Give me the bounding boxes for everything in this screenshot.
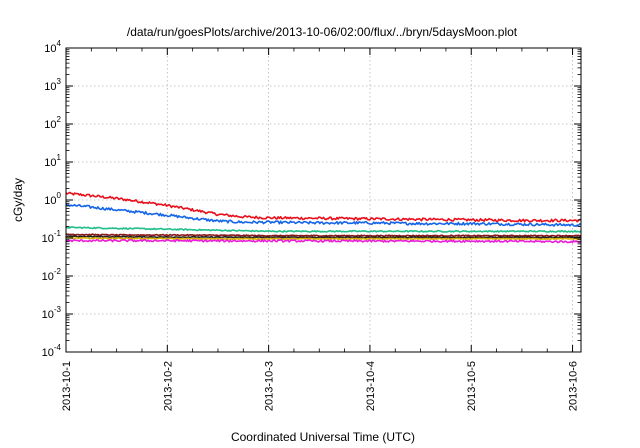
y-tick-label: 101 (44, 153, 61, 169)
y-tick-base: 10 (42, 271, 54, 283)
y-tick-label: 103 (44, 77, 61, 93)
x-axis-label: Coordinated Universal Time (UTC) (231, 430, 415, 444)
y-tick-base: 10 (42, 309, 54, 321)
series-line-4 (65, 233, 582, 237)
series-line-7 (65, 239, 582, 244)
series-line-2 (65, 203, 582, 227)
ticks (65, 47, 581, 353)
y-tick-exponent: 2 (57, 115, 62, 124)
y-tick-base: 10 (42, 233, 54, 245)
y-tick-base: 10 (44, 43, 56, 55)
x-tick-label: 2013-10-2 (162, 361, 174, 411)
x-tick-labels: 2013-10-1 2013-10-2 2013-10-3 2013-10-4 2013… (61, 361, 580, 411)
y-tick-exponent: -3 (54, 305, 62, 314)
x-tick-label: 2013-10-3 (264, 361, 276, 411)
x-tick-label: 2013-10-1 (61, 361, 73, 411)
series-line-1 (65, 191, 582, 223)
x-tick-label: 2013-10-6 (568, 361, 580, 411)
y-tick-label: 10-3 (42, 305, 62, 321)
x-tick-label: 2013-10-5 (466, 361, 478, 411)
y-tick-exponent: -1 (54, 229, 62, 238)
y-tick-exponent: 0 (57, 191, 62, 200)
y-tick-exponent: -4 (54, 343, 62, 352)
y-tick-label: 100 (44, 191, 61, 207)
y-tick-exponent: 1 (57, 153, 62, 162)
series-layer (65, 191, 582, 244)
series-line-5 (65, 235, 582, 239)
y-tick-exponent: -2 (54, 267, 62, 276)
y-axis-label: cGy/day (11, 178, 25, 222)
y-tick-label: 10-2 (42, 267, 62, 283)
y-tick-label: 10-4 (42, 343, 62, 359)
y-tick-label: 102 (44, 115, 61, 131)
y-tick-exponent: 4 (57, 39, 62, 48)
y-tick-label: 104 (44, 39, 61, 55)
y-tick-base: 10 (44, 157, 56, 169)
y-tick-label: 10-1 (42, 229, 62, 245)
y-tick-base: 10 (44, 195, 56, 207)
y-tick-base: 10 (44, 119, 56, 131)
y-tick-base: 10 (44, 81, 56, 93)
y-tick-exponent: 3 (57, 77, 62, 86)
chart-title: /data/run/goesPlots/archive/2013-10-06/0… (127, 25, 518, 39)
series-line-6 (65, 236, 582, 241)
x-tick-label: 2013-10-4 (365, 361, 377, 411)
y-tick-base: 10 (42, 347, 54, 359)
series-line-3 (65, 226, 582, 233)
